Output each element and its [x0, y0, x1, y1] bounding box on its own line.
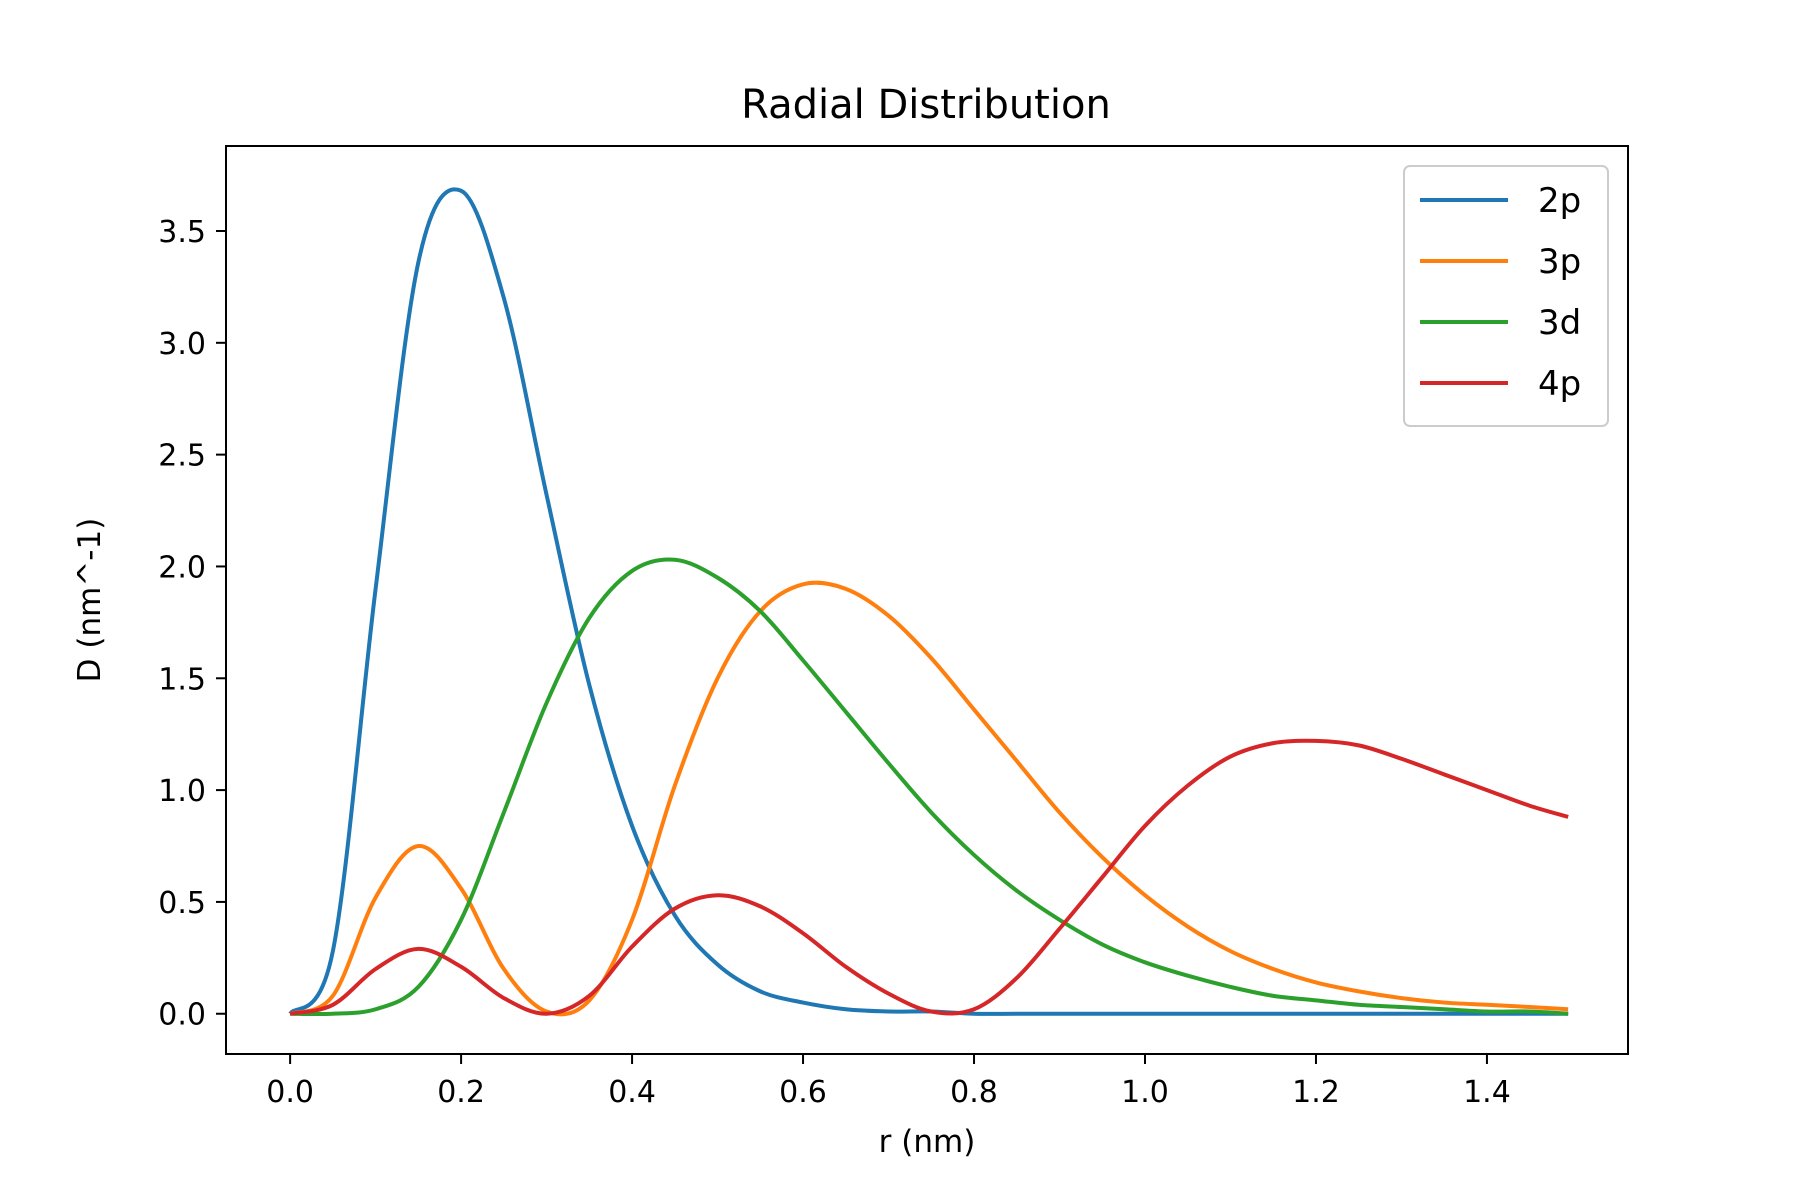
legend-label-4p: 4p — [1538, 364, 1581, 404]
x-tick-label: 0.2 — [437, 1075, 485, 1110]
series-line-4p — [289, 738, 1569, 1016]
x-tick-label: 0.4 — [608, 1075, 656, 1110]
legend-label-3d: 3d — [1538, 303, 1581, 343]
y-tick-label: 1.5 — [158, 662, 206, 697]
y-axis: 0.0 0.5 1.0 1.5 2.0 2.5 3.0 3.5 — [158, 215, 226, 1033]
y-tick-label: 1.0 — [158, 774, 206, 809]
x-tick-label: 1.4 — [1463, 1075, 1511, 1110]
legend-box — [1403, 165, 1609, 427]
y-tick-label: 3.5 — [158, 215, 206, 250]
x-tick-label: 0.6 — [779, 1075, 827, 1110]
y-tick-label: 3.0 — [158, 327, 206, 362]
legend-label-3p: 3p — [1538, 242, 1581, 282]
y-tick-label: 2.0 — [158, 550, 206, 585]
y-axis-title: D (nm^-1) — [72, 518, 108, 683]
x-tick-label: 0.8 — [950, 1075, 998, 1110]
y-tick-label: 0.0 — [158, 998, 206, 1033]
y-tick-label: 2.5 — [158, 439, 206, 474]
legend-label-2p: 2p — [1538, 181, 1581, 221]
x-axis-title: r (nm) — [879, 1124, 976, 1160]
series-line-3p — [289, 580, 1569, 1017]
y-tick-label: 0.5 — [158, 886, 206, 921]
chart-title: Radial Distribution — [741, 82, 1111, 128]
x-axis: 0.0 0.2 0.4 0.6 0.8 1.0 1.2 1.4 — [266, 1054, 1511, 1110]
series-line-3d — [290, 557, 1569, 1017]
x-tick-label: 0.0 — [266, 1075, 314, 1110]
x-tick-label: 1.0 — [1121, 1075, 1169, 1110]
plot-frame — [225, 145, 1629, 1055]
series-line-2p — [288, 187, 1569, 1016]
series-layer — [288, 187, 1569, 1017]
legend: 2p 3p 3d 4p — [1403, 165, 1609, 427]
x-tick-label: 1.2 — [1292, 1075, 1340, 1110]
